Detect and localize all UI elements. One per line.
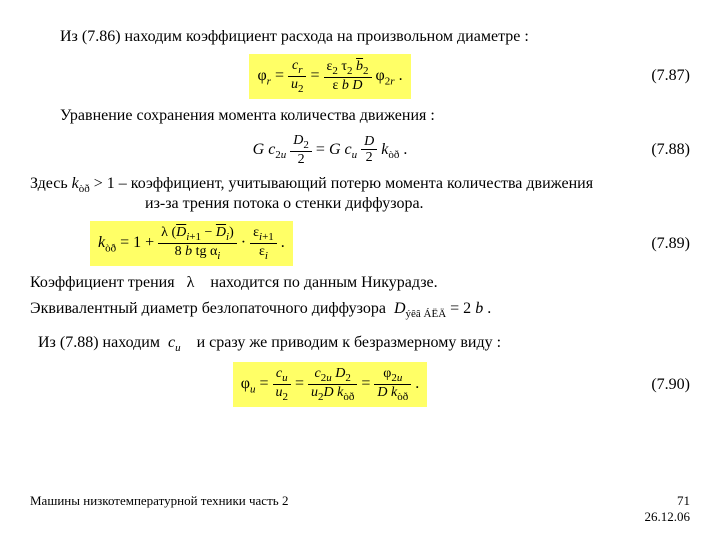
p4-b: находится по данным Никурадзе. [210,274,437,291]
paragraph-6: Из (7.88) находим cu и сразу же приводим… [30,334,690,354]
equation-789-number: (7.89) [630,235,690,253]
p6-b: и сразу же приводим к безразмерному виду… [197,334,501,351]
p6-a: Из (7.88) находим [38,334,160,351]
footer: Машины низкотемпературной техники часть … [30,493,690,525]
p3-text-c: из-за трения потока о стенки диффузора. [145,195,424,212]
p3-prefix: Здесь [30,175,68,192]
paragraph-2: Уравнение сохранения момента количества … [30,107,690,125]
footer-right: 71 26.12.06 [645,493,691,525]
equation-790-number: (7.90) [630,376,690,394]
equation-787: φr = cru2 = ε2 τ2 b2ε b D φ2r . [30,54,630,99]
equation-789: kòð = 1 + λ (Di+1 − Di) 8 b tg αi · εi+1… [30,221,630,266]
equation-787-row: φr = cru2 = ε2 τ2 b2ε b D φ2r . (7.87) [30,54,690,99]
p5-a: Эквивалентный диаметр безлопаточного диф… [30,300,386,317]
footer-left: Машины низкотемпературной техники часть … [30,493,288,525]
equation-788: G c2u D22 = G cu D2 kòð . [30,133,630,167]
paragraph-5: Эквивалентный диаметр безлопаточного диф… [30,300,690,320]
equation-787-number: (7.87) [630,67,690,85]
equation-789-row: kòð = 1 + λ (Di+1 − Di) 8 b tg αi · εi+1… [30,221,690,266]
p4-a: Коэффициент трения [30,274,175,291]
paragraph-3: Здесь kòð > 1 – коэффициент, учитывающий… [30,175,690,213]
footer-page: 71 [645,493,691,509]
footer-date: 26.12.06 [645,509,691,525]
equation-790-row: φu = cuu2 = c2u D2u2D kòð = φ2uD kòð . (… [30,362,690,407]
equation-790: φu = cuu2 = c2u D2u2D kòð = φ2uD kòð . [30,362,630,407]
paragraph-1: Из (7.86) находим коэффициент расхода на… [30,28,690,46]
equation-788-row: G c2u D22 = G cu D2 kòð . (7.88) [30,133,690,167]
p3-text-b: – коэффициент, учитывающий потерю момент… [119,175,593,192]
paragraph-4: Коэффициент трения λ находится по данным… [30,274,690,292]
equation-788-number: (7.88) [630,141,690,159]
p4-lambda: λ [187,274,195,291]
